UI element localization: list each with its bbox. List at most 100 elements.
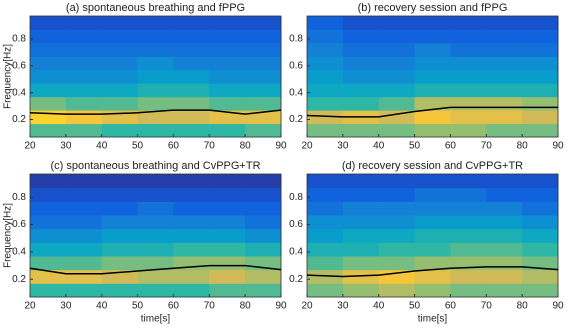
heatmap-cell (486, 228, 523, 243)
heatmap-cell (342, 269, 380, 284)
heatmap-cell (450, 56, 487, 71)
heatmap-cell (245, 69, 282, 84)
y-tick-label: 0.4 (12, 247, 26, 258)
heatmap-cell (209, 16, 246, 30)
x-tick-label: 60 (168, 141, 180, 152)
y-tick-label: 0.4 (289, 87, 303, 98)
heatmap-cell (30, 42, 67, 57)
heatmap-cell (307, 110, 344, 125)
heatmap-cell (450, 69, 487, 84)
x-tick-label: 60 (445, 301, 457, 312)
x-tick-label: 50 (132, 301, 144, 312)
heatmap-cell (522, 56, 559, 71)
heatmap-cell (450, 29, 487, 44)
heatmap-cell (30, 56, 67, 71)
heatmap-cell (342, 201, 380, 216)
heatmap-cell (522, 69, 559, 84)
heatmap-cell (486, 110, 523, 125)
x-tick-label: 60 (445, 141, 457, 152)
heatmap-cell (65, 187, 103, 202)
heatmap-cell (450, 201, 487, 216)
heatmap-cell (414, 187, 451, 202)
heatmap-cell (245, 96, 282, 111)
heatmap-cell (245, 123, 282, 138)
heatmap-cell (522, 29, 559, 44)
heatmap-cell (522, 123, 559, 138)
heatmap-cell (342, 29, 380, 44)
heatmap-cell (173, 269, 210, 284)
heatmap-cell (378, 16, 416, 30)
plot-frame (29, 15, 282, 138)
x-tick-label: 30 (60, 141, 72, 152)
heatmap-cell (137, 69, 174, 84)
heatmap-cell (245, 187, 282, 202)
heatmap-cell (245, 83, 282, 98)
panel-title: (a) spontaneous breathing and fPPG (66, 2, 245, 14)
heatmap-cell (30, 242, 67, 257)
x-tick-label: 90 (275, 301, 287, 312)
heatmap-cell (101, 83, 139, 98)
heatmap-cell (173, 201, 210, 216)
heatmap-cell (414, 42, 451, 57)
heatmap-cell (342, 56, 380, 71)
panel-title: (b) recovery session and fPPG (358, 2, 508, 14)
heatmap-cell (101, 42, 139, 57)
heatmap-cell (486, 83, 523, 98)
heatmap-cell (378, 56, 416, 71)
heatmap-cell (414, 69, 451, 84)
heatmap-cell (173, 29, 210, 44)
heatmap-cell (173, 69, 210, 84)
heatmap-cell (486, 256, 523, 271)
line (29, 109, 282, 115)
heatmap-cell (522, 187, 559, 202)
heatmap-cell (307, 96, 344, 111)
heatmap-cell (101, 215, 139, 230)
heatmap-cell (414, 228, 451, 243)
heatmap-cell (378, 201, 416, 216)
heatmap-cell (450, 174, 487, 189)
panel: 20 30 40 50 60 70 80 90 0.2 0.4 0.6 0.8 (a) spontane… (3, 2, 287, 152)
y-tick-label: 0.4 (12, 87, 26, 98)
heatmap-cell (137, 42, 174, 57)
x-tick-label: 40 (373, 301, 385, 312)
heatmap-cell (173, 56, 210, 71)
heatmap-cell (101, 29, 139, 44)
heatmap-cell (209, 123, 246, 138)
panel-title: (c) spontaneous breathing and CvPPG+TR (50, 160, 260, 172)
heatmap-cell (450, 42, 487, 57)
plot-frame (306, 173, 559, 298)
heatmap-cell (486, 215, 523, 230)
heatmap-cell (65, 83, 103, 98)
heatmap-cell (307, 187, 344, 202)
y-tick-label: 0.6 (289, 60, 303, 71)
x-tick-label: 80 (517, 301, 529, 312)
heatmap-cell (414, 56, 451, 71)
heatmap-cell (101, 69, 139, 84)
heatmap-cell (209, 96, 246, 111)
heatmap-cell (486, 269, 523, 284)
heatmap-cell (307, 215, 344, 230)
heatmap-cell (101, 242, 139, 257)
y-tick-label: 0.4 (289, 247, 303, 258)
y-tick-label: 0.6 (289, 219, 303, 230)
heatmap-cell (342, 242, 380, 257)
heatmap-cell (307, 16, 344, 30)
heatmap-cell (101, 201, 139, 216)
heatmap-cell (245, 201, 282, 216)
heatmap-cell (450, 187, 487, 202)
x-tick-label: 70 (481, 141, 493, 152)
heatmap-cell (137, 283, 174, 298)
heatmap-cell (486, 123, 523, 138)
heatmap-cell (101, 110, 139, 125)
x-tick-label: 50 (409, 301, 421, 312)
heatmap-cell (101, 56, 139, 71)
heatmap-cell (137, 110, 174, 125)
heatmap-cell (307, 29, 344, 44)
y-axis-label: Frequency[Hz] (3, 44, 14, 109)
heatmap-cell (450, 16, 487, 30)
x-axis-label: time[s] (141, 314, 171, 325)
x-tick-label: 90 (552, 141, 564, 152)
heatmap-cell (30, 29, 67, 44)
heatmap-cell (414, 174, 451, 189)
x-tick-label: 40 (96, 141, 108, 152)
